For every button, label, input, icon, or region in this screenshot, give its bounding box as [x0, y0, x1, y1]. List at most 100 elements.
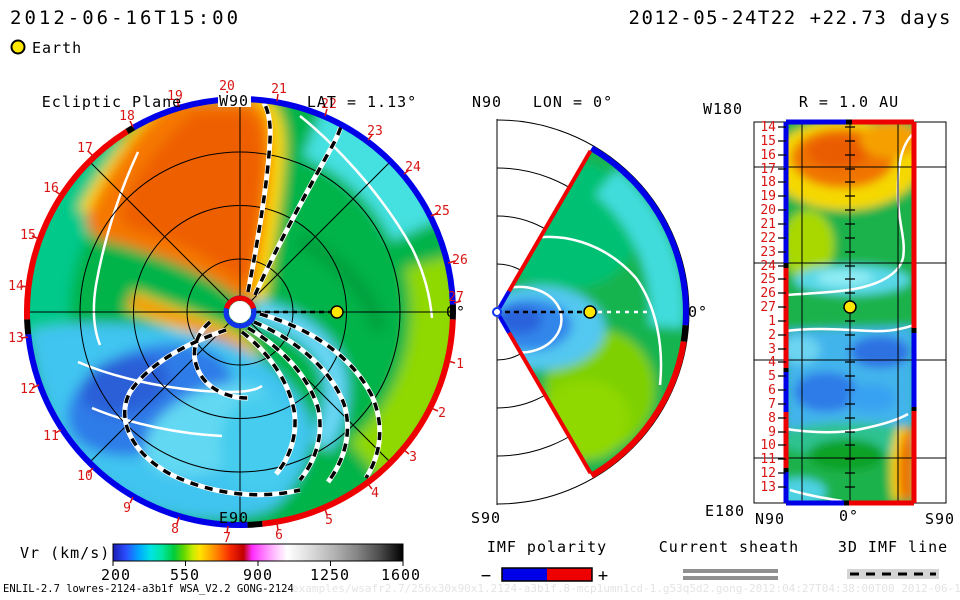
imf-line-backing	[847, 569, 939, 579]
day-label: 16	[760, 148, 776, 163]
day-label: 6	[768, 383, 776, 398]
current-sheet-line-bottom	[683, 576, 778, 580]
day-label: 19	[167, 89, 183, 104]
earth-legend-icon	[10, 39, 26, 55]
day-label: 23	[367, 124, 383, 139]
day-label: 25	[434, 204, 450, 219]
ecliptic-plane-plot: 1 2 3 4 5 6 7 8 9 10 11 12 13 14 15 16 1…	[8, 79, 468, 546]
ecliptic-imf-polarity-rim	[24, 96, 456, 528]
colorbar-gradient	[112, 543, 404, 562]
ecliptic-title: Ecliptic Plane	[42, 93, 182, 111]
imf-polarity-legend: IMF polarity − +	[481, 538, 608, 586]
colorbar-tick: 1600	[381, 566, 421, 584]
imf-polarity-positive-swatch	[547, 568, 592, 581]
earth-marker-meridional	[583, 305, 597, 319]
current-sheet-line-top	[683, 569, 778, 573]
lat-label: LAT = 1.13°	[307, 93, 417, 111]
day-label: 20	[219, 79, 235, 94]
day-label: 23	[760, 245, 776, 260]
day-label: 27	[448, 290, 464, 305]
sphere-map-n90-label: N90	[755, 510, 785, 528]
earth-marker-sphere-map	[843, 300, 857, 314]
sphere-map-day-ticks-center	[845, 126, 855, 488]
imf-polarity-plus: +	[598, 566, 608, 586]
day-label: 24	[760, 259, 776, 274]
day-label: 7	[223, 531, 231, 546]
day-label: 15	[760, 134, 776, 149]
day-label: 21	[271, 82, 287, 97]
day-label: 22	[760, 231, 776, 246]
sphere-map-polarity-border	[783, 119, 917, 506]
day-label: 3	[409, 450, 417, 465]
earth-marker-ecliptic	[330, 305, 344, 319]
day-label: 16	[43, 181, 59, 196]
day-label: 12	[20, 382, 36, 397]
sphere-map-plot: 14 15 16 17 18 19 20 21 22 23 24 25 26 2…	[703, 93, 955, 528]
imf-field-lines	[122, 101, 383, 498]
day-label: 8	[171, 522, 179, 537]
imf-polarity-minus: −	[481, 566, 491, 586]
w90-label: W90	[219, 92, 249, 110]
colorbar-tick-marks	[112, 561, 404, 566]
day-label: 26	[760, 286, 776, 301]
day-label: 11	[760, 452, 776, 467]
day-label: 8	[768, 411, 776, 426]
sphere-map-title: R = 1.0 AU	[799, 93, 899, 111]
colorbar-label: Vr (km/s)	[20, 544, 110, 562]
day-label: 27	[760, 300, 776, 315]
day-label: 5	[768, 369, 776, 384]
colorbar: Vr (km/s) 200 550 900 1250 1600	[20, 543, 421, 584]
day-label: 14	[760, 120, 776, 135]
colorbar-tick: 200	[101, 566, 131, 584]
day-label: 1	[768, 314, 776, 329]
day-label: 5	[325, 513, 333, 528]
day-label: 21	[760, 217, 776, 232]
ecliptic-zero-degree-label: 0°	[446, 303, 466, 321]
day-label: 10	[77, 469, 93, 484]
day-label: 7	[768, 397, 776, 412]
imf-polarity-swatch-border	[501, 567, 593, 582]
day-label: 17	[77, 141, 93, 156]
current-sheet-title: Current sheath	[659, 538, 799, 556]
day-label: 25	[760, 272, 776, 287]
ecliptic-day-labels: 1 2 3 4 5 6 7 8 9 10 11 12 13 14 15 16 1…	[8, 79, 468, 546]
day-label: 20	[760, 203, 776, 218]
day-label: 9	[123, 501, 131, 516]
sun-marker	[229, 301, 251, 323]
day-label: 19	[760, 189, 776, 204]
day-label: 2	[438, 406, 446, 421]
day-label: 18	[760, 175, 776, 190]
model-info: ENLIL-2.7 lowres-2124-a3b1f WSA_V2.2 GON…	[3, 583, 294, 595]
colorbar-tick: 900	[243, 566, 273, 584]
run-datetime: 2012-06-16T15:00	[10, 7, 241, 29]
current-sheet-legend: Current sheath	[659, 538, 799, 580]
day-label: 24	[405, 160, 421, 175]
imf-line-title: 3D IMF line	[838, 538, 948, 556]
n90-label: N90	[472, 93, 502, 111]
day-label: 6	[275, 528, 283, 543]
day-label: 4	[371, 486, 379, 501]
earth-legend-label: Earth	[32, 39, 82, 57]
sphere-map-day-ticks-left	[778, 126, 786, 488]
meridional-imf-polarity-rim	[497, 145, 689, 479]
day-label: 2	[768, 328, 776, 343]
day-label: 15	[20, 228, 36, 243]
sun-marker-ring-positive	[224, 295, 256, 310]
day-label: 1	[456, 357, 464, 372]
day-label: 9	[768, 425, 776, 440]
day-label: 12	[760, 466, 776, 481]
forecast-offset: 2012-05-24T22 +22.73 days	[629, 7, 952, 29]
day-label: 4	[768, 355, 776, 370]
day-label: 26	[452, 253, 468, 268]
sphere-map-zero-label: 0°	[839, 507, 859, 525]
sphere-map-s90-label: S90	[925, 510, 955, 528]
day-label: 13	[8, 331, 24, 346]
day-label: 14	[8, 279, 24, 294]
colorbar-tick: 1250	[310, 566, 350, 584]
day-label: 3	[768, 342, 776, 357]
w180-label: W180	[703, 100, 743, 118]
imf-line-legend: 3D IMF line	[838, 538, 948, 579]
day-label: 22	[321, 97, 337, 112]
watermark: examples/wsafr2.7/256x30x90x1.2124-a3b1f…	[292, 582, 960, 595]
